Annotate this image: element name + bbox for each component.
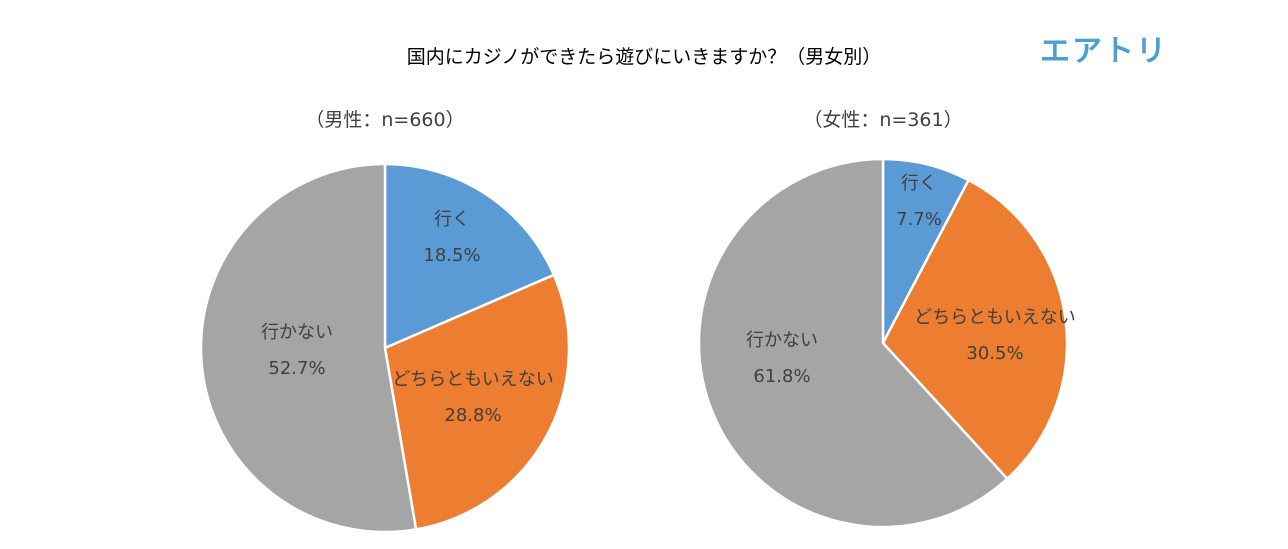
female-label-not-go-category: 行かない <box>746 330 818 351</box>
male-label-not-go-percent: 52.7% <box>268 358 325 379</box>
male-slice-go <box>383 162 556 350</box>
female-label-undecided-percent: 30.5% <box>966 343 1023 364</box>
female-label-undecided-category: どちらともいえない <box>914 307 1076 328</box>
male-label-not-go-category: 行かない <box>261 322 333 343</box>
female-slice-undecided <box>881 178 1069 480</box>
male-label-go-category: 行く <box>434 209 470 230</box>
male-label-undecided-category: どちらともいえない <box>392 369 554 390</box>
male-label-undecided-percent: 28.8% <box>444 405 501 426</box>
female-pie-chart: （女性：n=361） 行く 7.7% どちらともいえない 30.5% 行かない 61.8% <box>697 109 1076 529</box>
female-label-go-percent: 7.7% <box>896 209 942 230</box>
male-slice-undecided <box>383 273 571 531</box>
female-chart-subtitle: （女性：n=361） <box>803 109 962 131</box>
male-slice-not-go <box>199 162 418 534</box>
brand-logo: エアトリ <box>1040 34 1168 69</box>
male-chart-subtitle: （男性：n=660） <box>305 109 464 131</box>
female-label-go-category: 行く <box>901 173 937 194</box>
chart-title: 国内にカジノができたら遊びにいきますか？（男女別） <box>406 46 882 68</box>
male-pie-chart: （男性：n=660） 行く 18.5% どちらともいえない 28.8% 行かない 52.7… <box>199 109 571 534</box>
female-label-not-go-percent: 61.8% <box>753 366 810 387</box>
male-label-go-percent: 18.5% <box>423 245 480 266</box>
female-slice-not-go <box>697 157 1009 529</box>
